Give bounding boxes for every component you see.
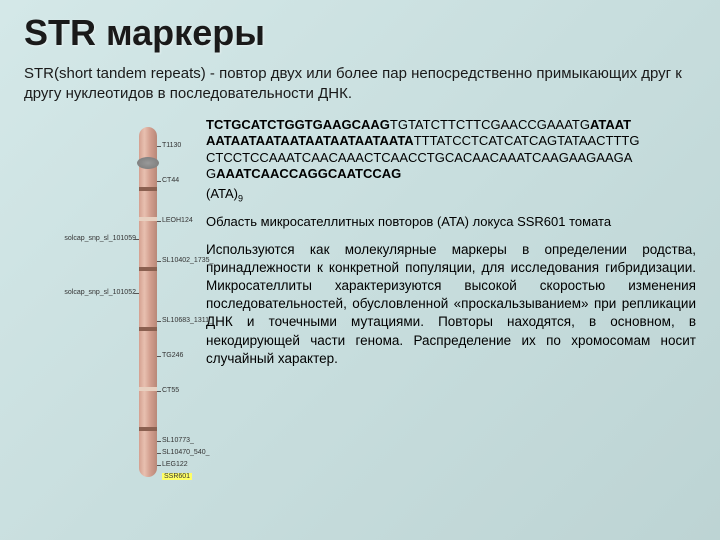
main-paragraph: Используются как молекулярные маркеры в … (206, 241, 696, 369)
marker-label: T1130 (162, 142, 181, 149)
seq-plain-1: TGTATCTTCTTCGAACCGAAATG (390, 117, 590, 132)
seq-bold-1: TCTGCATCTGGTGAAGCAAG (206, 117, 390, 132)
highlighted-text: SSR601 (162, 473, 192, 480)
chromosome-band (139, 267, 157, 271)
marker-label: LEOH124 (162, 217, 193, 224)
marker-tick (134, 293, 139, 294)
marker-label: LEG122 (162, 461, 188, 468)
chromosome-band (139, 327, 157, 331)
marker-label: SL10773_ (162, 437, 194, 444)
seq-plain-2: TTTATCCTCATCATCAGTATAACTTTG (414, 133, 640, 148)
marker-tick (157, 453, 161, 454)
content-row: T1130 CT44 LEOH124 SL10402_1735_ SL10683_131… (24, 117, 696, 477)
marker-label-highlighted: SSR601 (162, 473, 192, 480)
marker-tick (157, 181, 161, 182)
chromosome-body (139, 127, 157, 477)
marker-label: CT44 (162, 177, 179, 184)
repeat-count: 9 (238, 194, 243, 204)
chromosome-band (139, 187, 157, 191)
marker-tick (157, 321, 161, 322)
marker-label: solcap_snp_sl_101052 (64, 289, 136, 296)
marker-tick (157, 261, 161, 262)
marker-label: SL10470_540_ (162, 449, 210, 456)
slide-subtitle: STR(short tandem repeats) - повтор двух … (24, 64, 696, 103)
marker-label: SL10683_1311_ (162, 317, 213, 324)
chromosome-band (139, 217, 157, 221)
chromosome-band (139, 387, 157, 391)
seq-plain-3: CTCCTCCAAATCAACAAACTCAACCTGCACAACAAATCAA… (206, 150, 632, 165)
seq-bold-4: AAATCAACCAGGCAATCCAG (216, 166, 401, 181)
marker-tick (157, 441, 161, 442)
seq-bold-1b: ATAAT (590, 117, 631, 132)
locus-description: Область микросателлитных повторов (ATA) … (206, 214, 696, 229)
text-content: TCTGCATCTGGTGAAGCAAGTGTATCTTCTTCGAACCGAA… (206, 117, 696, 477)
chromosome-diagram: T1130CT44LEOH124SL10402_1735_SL10683_131… (24, 117, 194, 477)
marker-tick (157, 221, 161, 222)
marker-label: CT55 (162, 387, 179, 394)
marker-tick (157, 146, 161, 147)
marker-label: solcap_snp_sl_101059 (64, 235, 136, 242)
seq-plain-4a: G (206, 166, 216, 181)
repeat-notation: (ATA)9 (206, 186, 696, 204)
marker-tick (134, 239, 139, 240)
repeat-base: (ATA) (206, 186, 238, 201)
chromosome-band (139, 427, 157, 431)
marker-tick (157, 356, 161, 357)
slide-title: STR маркеры (24, 12, 696, 54)
centromere (137, 157, 159, 169)
marker-label: TG246 (162, 352, 183, 359)
marker-tick (157, 391, 161, 392)
marker-label: SL10402_1735_ (162, 257, 213, 264)
seq-bold-2: AATAATAATAATAATAATAATAATA (206, 133, 414, 148)
marker-tick (157, 465, 161, 466)
dna-sequence: TCTGCATCTGGTGAAGCAAGTGTATCTTCTTCGAACCGAA… (206, 117, 696, 182)
